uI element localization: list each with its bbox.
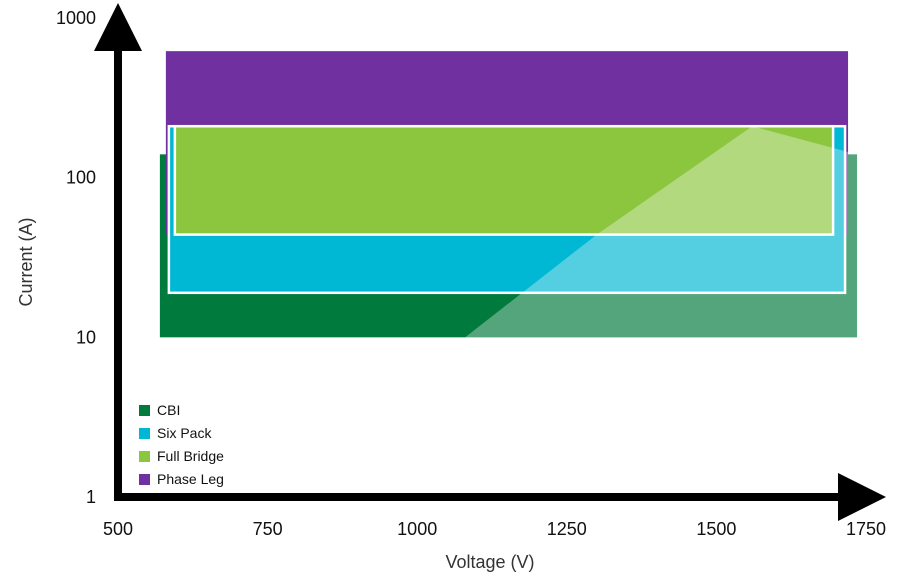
legend-swatch: [139, 451, 150, 462]
x-tick-label: 1750: [846, 519, 886, 539]
legend-label: Phase Leg: [157, 471, 224, 487]
band-full-bridge: [173, 124, 835, 236]
legend-label: Full Bridge: [157, 448, 224, 464]
legend-swatch: [139, 405, 150, 416]
tick-labels: 500 750 1000 1250 1500 1750 1 10 100 1000: [56, 8, 886, 539]
legend-label: CBI: [157, 402, 180, 418]
legend-swatch: [139, 474, 150, 485]
axes: [94, 3, 886, 521]
x-tick-label: 500: [103, 519, 133, 539]
y-axis-label: Current (A): [16, 217, 36, 306]
y-tick-label: 1: [86, 487, 96, 507]
x-tick-label: 1000: [397, 519, 437, 539]
legend-label: Six Pack: [157, 425, 212, 441]
x-tick-label: 750: [253, 519, 283, 539]
y-tick-label: 100: [66, 168, 96, 188]
x-tick-label: 1500: [696, 519, 736, 539]
highlight-overlay: [465, 126, 858, 338]
legend: CBI Six Pack Full Bridge Phase Leg: [139, 402, 224, 487]
legend-swatch: [139, 428, 150, 439]
x-tick-label: 1250: [547, 519, 587, 539]
x-axis-label: Voltage (V): [445, 552, 534, 572]
y-tick-label: 10: [76, 327, 96, 347]
y-tick-label: 1000: [56, 8, 96, 28]
series-bands: [159, 51, 858, 338]
